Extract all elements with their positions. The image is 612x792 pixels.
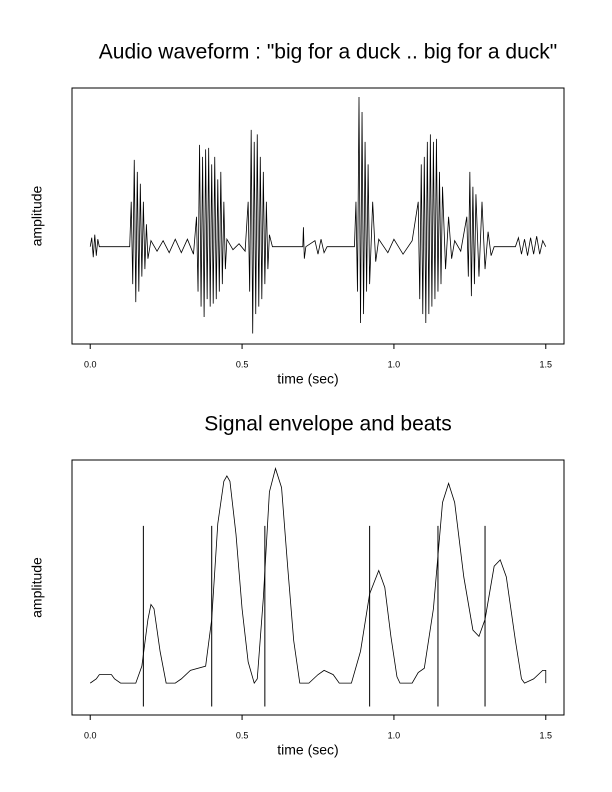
x-tick-label: 0.5	[236, 730, 249, 740]
y-axis-label: amplitude	[29, 185, 45, 246]
x-axis-label: time (sec)	[277, 742, 338, 758]
x-tick-label: 1.0	[388, 730, 401, 740]
signal-line	[89, 96, 547, 334]
x-tick-label: 1.5	[540, 359, 553, 369]
plot-frame	[71, 459, 565, 716]
x-tick-label: 0.0	[84, 359, 97, 369]
signal-line	[89, 467, 547, 685]
y-axis-label: amplitude	[29, 557, 45, 618]
chart-title: Audio waveform : "big for a duck .. big …	[99, 41, 557, 64]
x-tick-label: 0.5	[236, 359, 249, 369]
x-tick-label: 1.5	[540, 730, 553, 740]
x-tick-label: 0.0	[84, 730, 97, 740]
x-tick-label: 1.0	[388, 359, 401, 369]
chart-title: Signal envelope and beats	[204, 413, 452, 436]
x-axis-label: time (sec)	[277, 371, 338, 387]
plot-frame	[71, 87, 565, 345]
